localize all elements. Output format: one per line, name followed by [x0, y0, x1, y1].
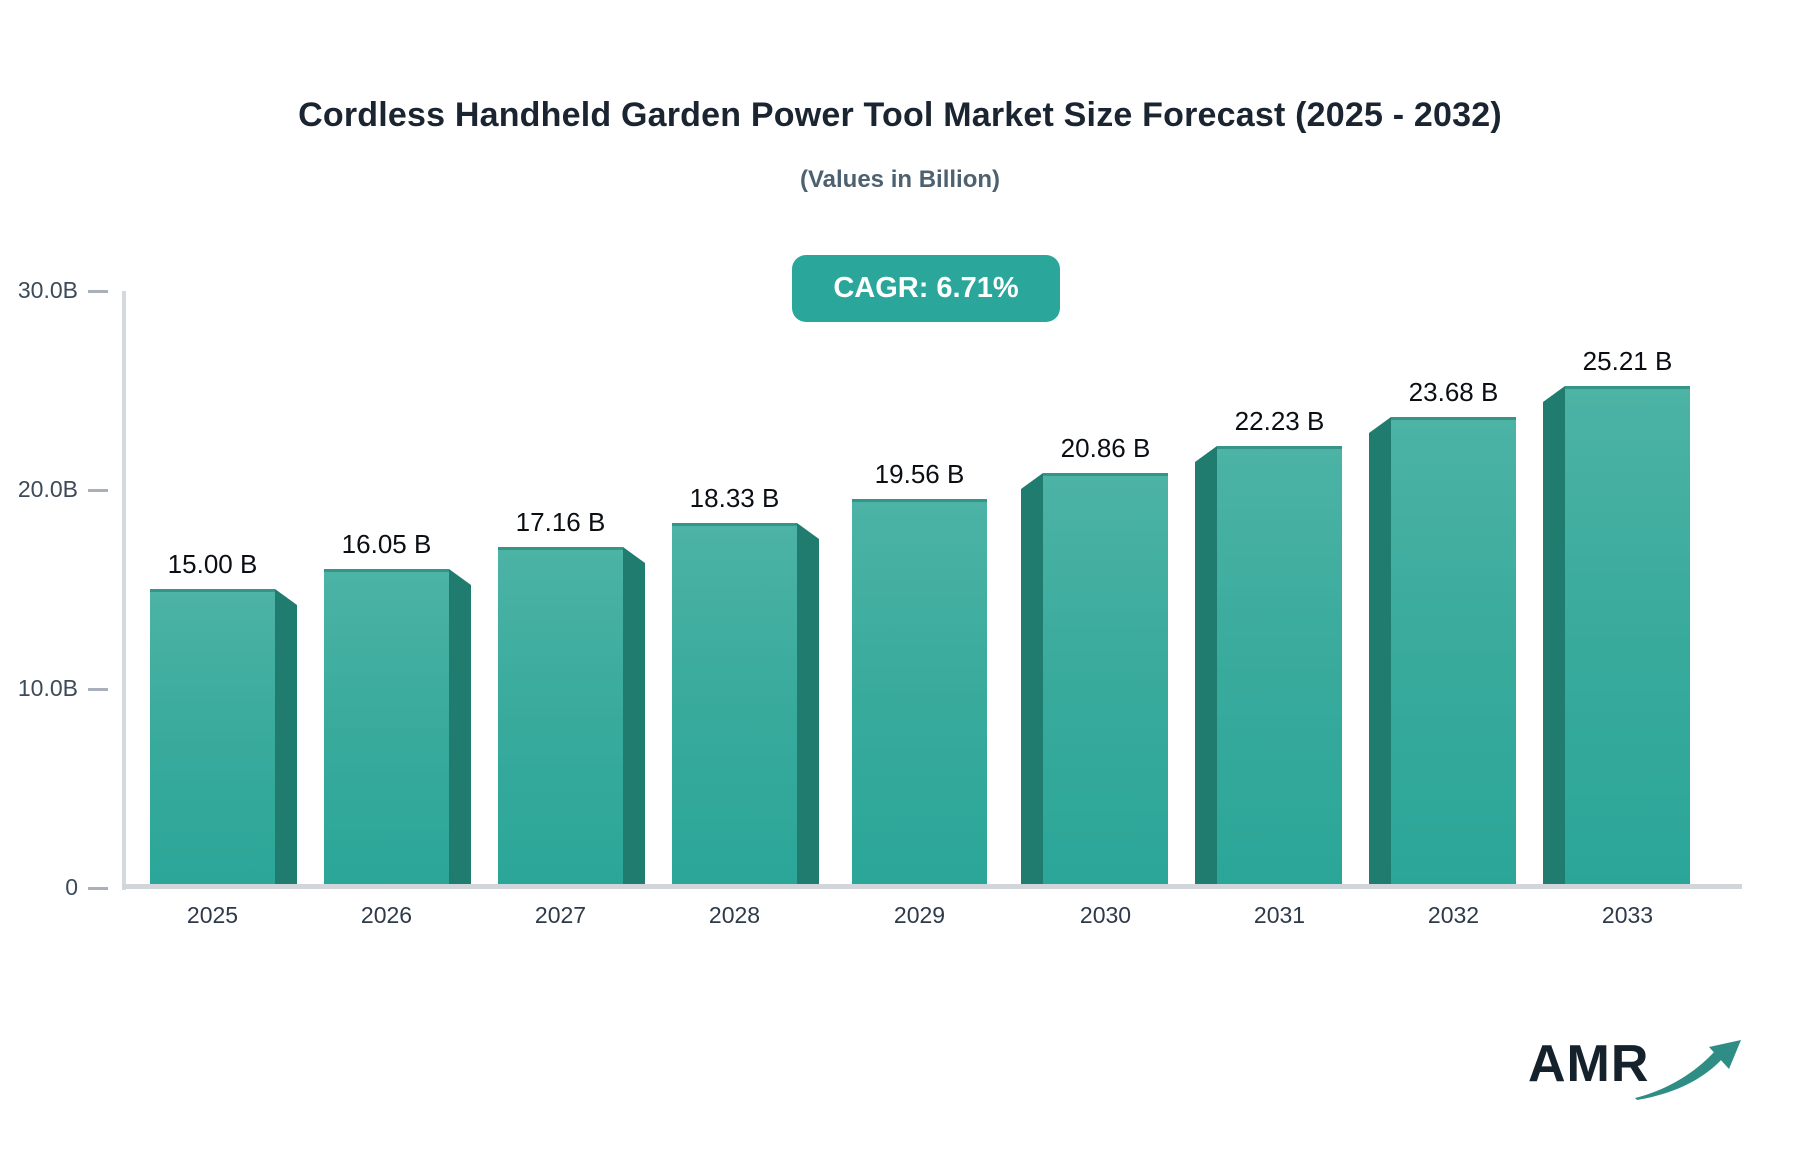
bar-face — [852, 499, 987, 888]
y-tick-dash — [88, 688, 108, 691]
bar-value-label: 16.05 B — [341, 529, 432, 559]
y-tick-dash — [88, 489, 108, 492]
cagr-badge: CAGR: 6.71% — [792, 255, 1060, 322]
bar-face — [498, 547, 623, 888]
y-tick-dash — [88, 887, 108, 890]
bar-face — [1217, 446, 1342, 888]
bar-side — [1543, 386, 1565, 888]
x-tick-label: 2033 — [1601, 902, 1654, 928]
bar-side — [797, 523, 819, 888]
chart-subtitle: (Values in Billion) — [799, 166, 1001, 193]
x-tick-label: 2030 — [1079, 902, 1132, 928]
bar-side — [1021, 473, 1043, 888]
x-tick-label: 2025 — [186, 902, 239, 928]
bar-side — [1195, 446, 1217, 888]
x-tick-label: 2027 — [534, 902, 587, 928]
y-tick-dash — [88, 290, 108, 293]
x-axis-line — [122, 884, 1742, 889]
brand-logo-text: AMR — [1528, 1035, 1650, 1093]
growth-arrow-icon — [1635, 1040, 1742, 1100]
brand-logo: AMR — [1528, 1034, 1743, 1104]
bar-face — [1565, 386, 1690, 888]
bar-face — [1391, 417, 1516, 888]
bar-side — [449, 569, 471, 888]
y-axis-line — [122, 291, 126, 890]
bar-side — [623, 547, 645, 888]
bar-value-label: 19.56 B — [874, 459, 965, 489]
bar-value-label: 25.21 B — [1582, 346, 1673, 376]
bar-value-label: 18.33 B — [689, 483, 780, 513]
x-tick-label: 2028 — [708, 902, 761, 928]
bar-value-label: 23.68 B — [1408, 377, 1499, 407]
bar-side — [1369, 417, 1391, 888]
y-tick-label: 20.0B — [17, 476, 78, 502]
chart-title: Cordless Handheld Garden Power Tool Mark… — [298, 96, 1502, 134]
y-tick-label: 0 — [65, 874, 78, 900]
bar-side — [275, 589, 297, 888]
bar-value-label: 15.00 B — [167, 549, 258, 579]
bar-value-label: 20.86 B — [1060, 433, 1151, 463]
bar-face — [150, 589, 275, 888]
bar-value-label: 22.23 B — [1234, 406, 1325, 436]
bar-face — [672, 523, 797, 888]
bar-value-label: 17.16 B — [515, 507, 606, 537]
x-tick-label: 2031 — [1253, 902, 1306, 928]
x-tick-label: 2029 — [893, 902, 946, 928]
bar-face — [324, 569, 449, 888]
y-tick-label: 10.0B — [17, 675, 78, 701]
x-tick-label: 2026 — [360, 902, 413, 928]
y-tick-label: 30.0B — [17, 277, 78, 303]
x-tick-label: 2032 — [1427, 902, 1480, 928]
bar-face — [1043, 473, 1168, 888]
